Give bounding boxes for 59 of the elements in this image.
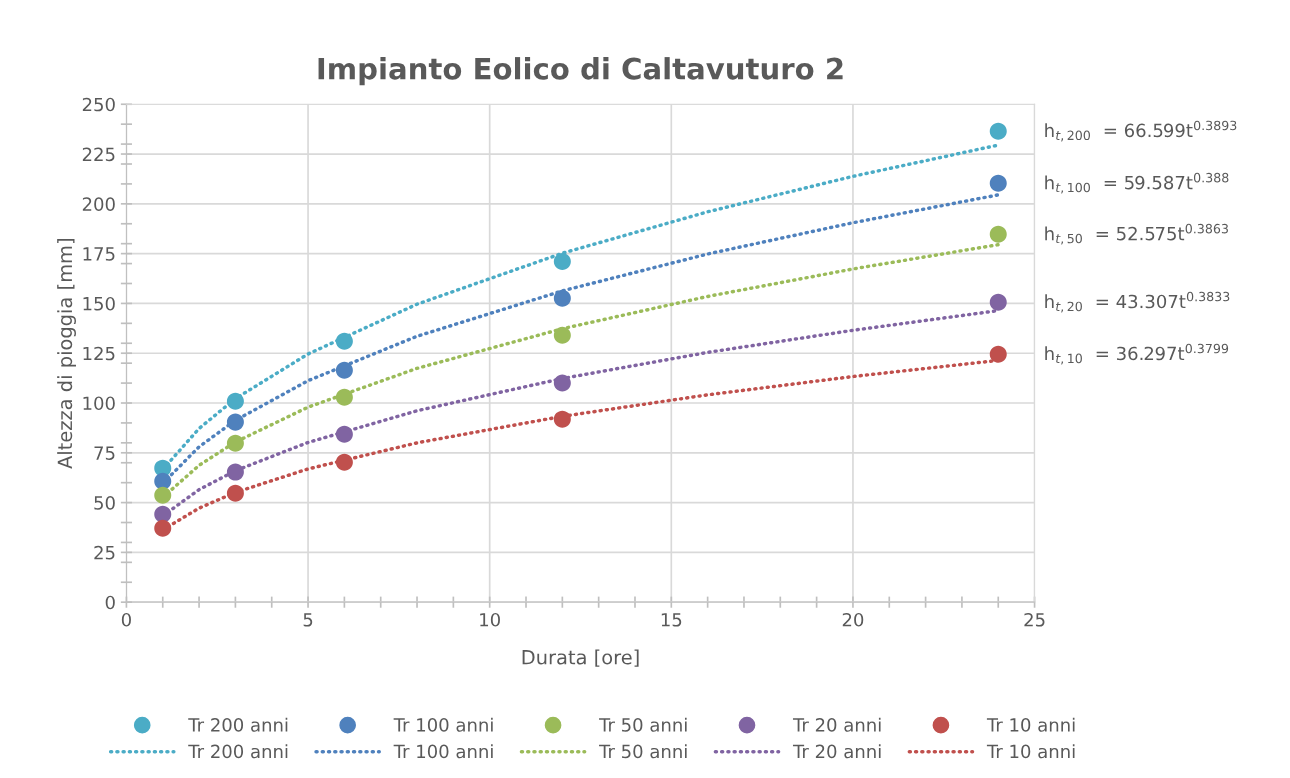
y-tick-label: 200: [82, 197, 115, 211]
legend-label: Tr 20 anni: [792, 717, 881, 732]
text: h$_{t,10}$ = 36.297t$^{0.3799}$: [1045, 343, 1229, 365]
legend-label: Tr 100 anni: [393, 744, 493, 759]
y-tick-label: 100: [83, 396, 115, 411]
chart-title: Impianto Eolico di Caltavuturo 2: [318, 57, 843, 86]
point: [553, 410, 571, 428]
y-tick-label: 250: [82, 97, 115, 112]
y-tick-label: 125: [83, 346, 115, 361]
y-tick-label: 225: [82, 147, 115, 162]
x-tick-label: 25: [1024, 612, 1045, 627]
point: [335, 332, 353, 350]
point: [553, 374, 571, 392]
legend-label: Tr 50 anni: [599, 717, 687, 732]
point: [989, 345, 1007, 363]
text: h$_{t,100}$ = 59.587t$^{0.388}$: [1045, 172, 1229, 194]
x-tick-label: 0: [121, 612, 131, 627]
legend-label: Tr 200 anni: [188, 717, 288, 732]
y-tick-label: 25: [94, 545, 115, 560]
point: [553, 253, 571, 271]
point: [553, 326, 571, 344]
point: [226, 413, 244, 431]
legend-label: Tr 100 anni: [393, 717, 493, 732]
legend-label: Tr 10 anni: [986, 717, 1075, 732]
point: [226, 392, 244, 410]
text: h$_{t,50}$ = 52.575t$^{0.3863}$: [1045, 223, 1228, 245]
point: [226, 463, 244, 481]
y-axis-title: Altezza di pioggia [mm]: [57, 239, 76, 469]
point: [154, 519, 172, 537]
point: [335, 453, 353, 471]
point: [989, 293, 1007, 311]
y-tick-label: 175: [83, 247, 115, 261]
x-axis-title: Durata [ore]: [522, 649, 639, 667]
point: [335, 388, 353, 406]
x-tick-label: 10: [480, 612, 500, 627]
legend-label: Tr 50 anni: [599, 744, 687, 759]
text: h$_{t,20}$ = 43.307t$^{0.3833}$: [1045, 291, 1230, 313]
point: [226, 434, 244, 452]
point: [553, 289, 571, 307]
y-tick-label: 75: [94, 446, 115, 460]
point: [154, 472, 172, 490]
text: h$_{t,200}$ = 66.599t$^{0.3893}$: [1045, 120, 1237, 142]
point: [989, 122, 1007, 140]
y-tick-label: 150: [83, 296, 115, 311]
point: [154, 505, 172, 523]
legend-label: Tr 20 anni: [792, 744, 881, 759]
legend-label: Tr 200 anni: [188, 744, 288, 759]
point: [989, 174, 1007, 192]
point: [989, 225, 1007, 243]
legend-label: Tr 10 anni: [986, 744, 1075, 759]
x-tick-label: 15: [661, 613, 682, 627]
point: [226, 484, 244, 502]
y-tick-label: 0: [105, 595, 115, 610]
point: [335, 361, 353, 379]
x-tick-label: 20: [842, 612, 864, 627]
x-tick-label: 5: [303, 613, 313, 627]
y-tick-label: 50: [94, 496, 115, 510]
point: [154, 486, 172, 504]
point: [335, 425, 353, 443]
